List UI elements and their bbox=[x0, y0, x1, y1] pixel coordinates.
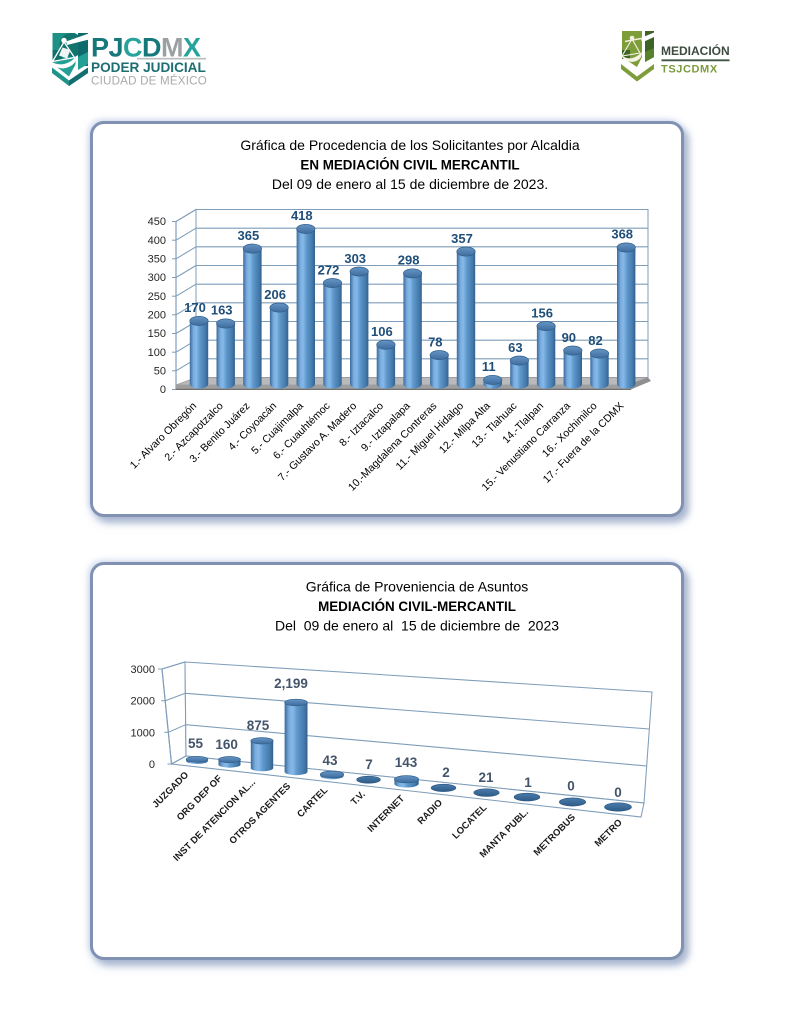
svg-text:7: 7 bbox=[365, 757, 373, 772]
svg-text:82: 82 bbox=[588, 333, 602, 348]
svg-text:206: 206 bbox=[264, 287, 286, 302]
svg-text:Gráfica de Proveniencia de Asu: Gráfica de Proveniencia de Asuntos bbox=[306, 579, 529, 595]
svg-text:1000: 1000 bbox=[131, 727, 155, 739]
svg-text:0: 0 bbox=[160, 384, 166, 396]
svg-text:PODER JUDICIAL: PODER JUDICIAL bbox=[91, 60, 206, 75]
svg-text:250: 250 bbox=[148, 291, 166, 303]
svg-text:163: 163 bbox=[211, 303, 233, 318]
svg-text:Del 09 de enero al 15 de dic: Del 09 de enero al 15 de diciembre de 20… bbox=[275, 618, 559, 634]
svg-text:365: 365 bbox=[238, 228, 260, 243]
svg-text:0: 0 bbox=[149, 759, 155, 771]
svg-text:150: 150 bbox=[148, 328, 166, 340]
svg-text:RADIO: RADIO bbox=[416, 798, 445, 827]
svg-text:TSJCDMX: TSJCDMX bbox=[661, 64, 718, 76]
svg-text:298: 298 bbox=[398, 253, 420, 268]
svg-text:PJCDMX: PJCDMX bbox=[91, 33, 201, 63]
svg-text:418: 418 bbox=[291, 208, 313, 223]
svg-text:MEDIACIÓN CIVIL-MERCANTIL: MEDIACIÓN CIVIL-MERCANTIL bbox=[318, 599, 516, 614]
svg-text:90: 90 bbox=[562, 330, 576, 345]
svg-text:21: 21 bbox=[478, 770, 494, 785]
svg-text:METRO: METRO bbox=[593, 817, 625, 849]
svg-text:1: 1 bbox=[524, 775, 532, 790]
svg-text:875: 875 bbox=[247, 718, 270, 733]
svg-text:2,199: 2,199 bbox=[274, 676, 308, 691]
svg-text:INTERNET: INTERNET bbox=[366, 793, 408, 835]
svg-text:Gráfica de Procedencia de los: Gráfica de Procedencia de los Solicitant… bbox=[240, 137, 580, 153]
svg-text:EN MEDIACIÓN CIVIL MERCANTIL: EN MEDIACIÓN CIVIL MERCANTIL bbox=[300, 158, 519, 173]
svg-text:450: 450 bbox=[148, 216, 166, 228]
svg-text:350: 350 bbox=[148, 253, 166, 265]
svg-text:106: 106 bbox=[371, 324, 393, 339]
svg-text:303: 303 bbox=[344, 251, 366, 266]
svg-text:CARTEL: CARTEL bbox=[295, 785, 330, 820]
svg-text:368: 368 bbox=[611, 227, 633, 242]
svg-text:2: 2 bbox=[442, 765, 450, 780]
svg-text:0: 0 bbox=[614, 785, 622, 800]
svg-text:CIUDAD DE MÉXICO: CIUDAD DE MÉXICO bbox=[91, 75, 207, 88]
svg-text:400: 400 bbox=[148, 235, 166, 247]
svg-text:143: 143 bbox=[395, 755, 418, 770]
svg-text:Del 09 de enero al 15 de dicie: Del 09 de enero al 15 de diciembre de 20… bbox=[272, 176, 548, 192]
svg-text:156: 156 bbox=[531, 305, 553, 320]
svg-text:11: 11 bbox=[482, 359, 496, 374]
svg-text:MEDIACIÓN: MEDIACIÓN bbox=[661, 43, 730, 58]
svg-text:357: 357 bbox=[451, 231, 473, 246]
svg-text:100: 100 bbox=[148, 347, 166, 359]
svg-text:50: 50 bbox=[154, 365, 166, 377]
svg-text:63: 63 bbox=[508, 340, 522, 355]
svg-text:3000: 3000 bbox=[131, 664, 155, 676]
svg-text:55: 55 bbox=[188, 736, 204, 751]
svg-text:2000: 2000 bbox=[131, 696, 155, 708]
svg-text:43: 43 bbox=[322, 753, 338, 768]
svg-text:78: 78 bbox=[428, 334, 442, 349]
svg-text:METROBUS: METROBUS bbox=[532, 812, 578, 858]
svg-text:170: 170 bbox=[184, 300, 206, 315]
svg-text:160: 160 bbox=[215, 737, 238, 752]
svg-text:272: 272 bbox=[318, 262, 340, 277]
svg-text:T.V.: T.V. bbox=[349, 789, 368, 808]
svg-text:300: 300 bbox=[148, 272, 166, 284]
svg-text:LOCATEL: LOCATEL bbox=[450, 802, 489, 841]
svg-text:0: 0 bbox=[567, 779, 575, 794]
svg-text:200: 200 bbox=[148, 309, 166, 321]
svg-text:MANTA PUBL.: MANTA PUBL. bbox=[478, 807, 531, 860]
